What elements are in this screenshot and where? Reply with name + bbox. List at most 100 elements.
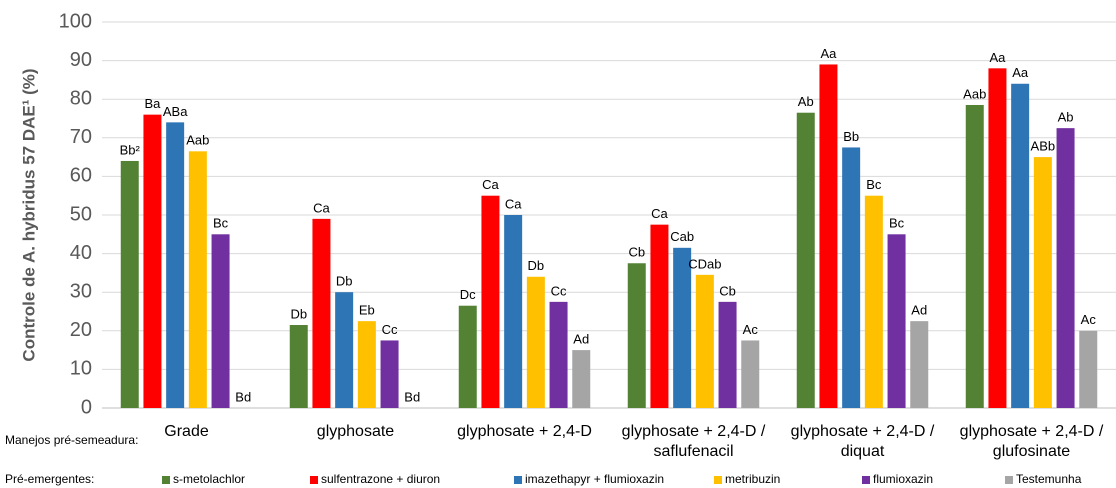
- data-label: Ba: [144, 96, 161, 111]
- bar: [289, 325, 308, 408]
- y-tick-label: 50: [70, 203, 92, 225]
- y-tick-label: 10: [70, 358, 92, 380]
- bar: [741, 340, 760, 408]
- bar: [796, 112, 815, 409]
- y-tick-label: 70: [70, 126, 92, 148]
- bar: [1033, 157, 1052, 408]
- data-label: ABb: [1031, 139, 1056, 154]
- bar: [1011, 83, 1030, 408]
- y-tick-label: 30: [70, 280, 92, 302]
- data-label: Bc: [866, 177, 882, 192]
- bar: [380, 340, 399, 408]
- legend-label: imazethapyr + flumioxazin: [525, 472, 664, 486]
- legend-swatch: [1005, 476, 1013, 484]
- data-label: Bd: [235, 389, 251, 404]
- bar: [910, 321, 929, 408]
- x-tick-label: glyphosate + 2,4-D / glufosinate: [960, 423, 1104, 460]
- data-label: Bb²: [120, 142, 141, 157]
- x-tick-label: glyphosate: [317, 423, 394, 440]
- bar: [357, 321, 376, 408]
- legend-swatch: [514, 476, 522, 484]
- bar: [312, 218, 331, 408]
- bar: [481, 195, 500, 408]
- data-label: Ac: [743, 322, 759, 337]
- legend-swatch: [714, 476, 722, 484]
- x-tick-label: glyphosate + 2,4-D / saflufenacil: [622, 423, 766, 460]
- y-tick-label: 80: [70, 87, 92, 109]
- data-label: Aa: [1012, 65, 1029, 80]
- bar: [335, 292, 354, 408]
- bar: [1079, 330, 1098, 408]
- bar: [1056, 128, 1075, 408]
- bar: [572, 350, 591, 408]
- bar: [988, 68, 1007, 408]
- bar: [695, 274, 714, 408]
- legend-label: flumioxazin: [873, 472, 933, 486]
- y-tick-label: 0: [81, 396, 92, 418]
- legend-label: s-metolachlor: [173, 472, 245, 486]
- y-tick-label: 100: [59, 10, 92, 32]
- data-label: Cab: [670, 229, 694, 244]
- bar: [864, 195, 883, 408]
- data-label: Aa: [820, 46, 837, 61]
- bar: [188, 151, 207, 408]
- data-label: Cb: [628, 245, 645, 260]
- data-label: Ca: [313, 200, 330, 215]
- bar: [549, 301, 568, 408]
- y-axis-title: Controle de A. hybridus 57 DAE¹ (%): [19, 68, 38, 361]
- data-label: Cc: [382, 322, 398, 337]
- data-label: Bc: [213, 216, 229, 231]
- bar: [842, 147, 861, 408]
- x-tick-label: glyphosate + 2,4-D: [457, 423, 592, 440]
- bar: [819, 64, 838, 409]
- bar: [166, 122, 185, 409]
- bar: [458, 305, 477, 408]
- data-label: Bb: [843, 129, 859, 144]
- data-label: Db: [528, 258, 545, 273]
- bar: [143, 114, 162, 408]
- data-label: Dc: [460, 287, 476, 302]
- bar: [650, 224, 669, 408]
- bar: [965, 104, 984, 409]
- data-label: Bd: [404, 389, 420, 404]
- x-tick-label: Grade: [164, 423, 209, 440]
- data-label: Ab: [1058, 110, 1074, 125]
- bar: [673, 247, 692, 408]
- legend-label: Testemunha: [1016, 472, 1082, 486]
- data-label: Cb: [719, 283, 736, 298]
- data-label: ABa: [163, 104, 188, 119]
- data-label: Cc: [551, 283, 567, 298]
- data-label: Bc: [889, 216, 905, 231]
- legend-label: sulfentrazone + diuron: [321, 472, 440, 486]
- legend-swatch: [162, 476, 170, 484]
- data-label: Aab: [963, 86, 986, 101]
- data-label: Ac: [1081, 312, 1097, 327]
- bar: [887, 234, 906, 408]
- y-tick-label: 90: [70, 49, 92, 71]
- data-label: Ca: [651, 206, 668, 221]
- data-label: Ad: [911, 303, 927, 318]
- data-label: Ca: [505, 196, 522, 211]
- bar: [627, 263, 646, 408]
- x-tick-label: glyphosate + 2,4-D / diquat: [791, 423, 935, 460]
- data-label: Ab: [798, 94, 814, 109]
- legend-title: Pré-emergentes:: [5, 472, 94, 486]
- data-label: Ad: [573, 332, 589, 347]
- y-tick-label: 40: [70, 242, 92, 264]
- legend-label: metribuzin: [725, 472, 780, 486]
- data-label: Db: [336, 274, 353, 289]
- legend-swatch: [862, 476, 870, 484]
- data-label: Ca: [482, 177, 499, 192]
- legend-swatch: [310, 476, 318, 484]
- y-tick-label: 20: [70, 319, 92, 341]
- data-label: Db: [290, 306, 307, 321]
- data-label: Aab: [186, 133, 209, 148]
- bar: [211, 234, 230, 408]
- bar: [526, 276, 545, 408]
- bar: [504, 215, 523, 408]
- bar: [718, 301, 737, 408]
- data-label: Aa: [989, 50, 1006, 65]
- data-label: Eb: [359, 303, 375, 318]
- data-label: CDab: [688, 256, 721, 271]
